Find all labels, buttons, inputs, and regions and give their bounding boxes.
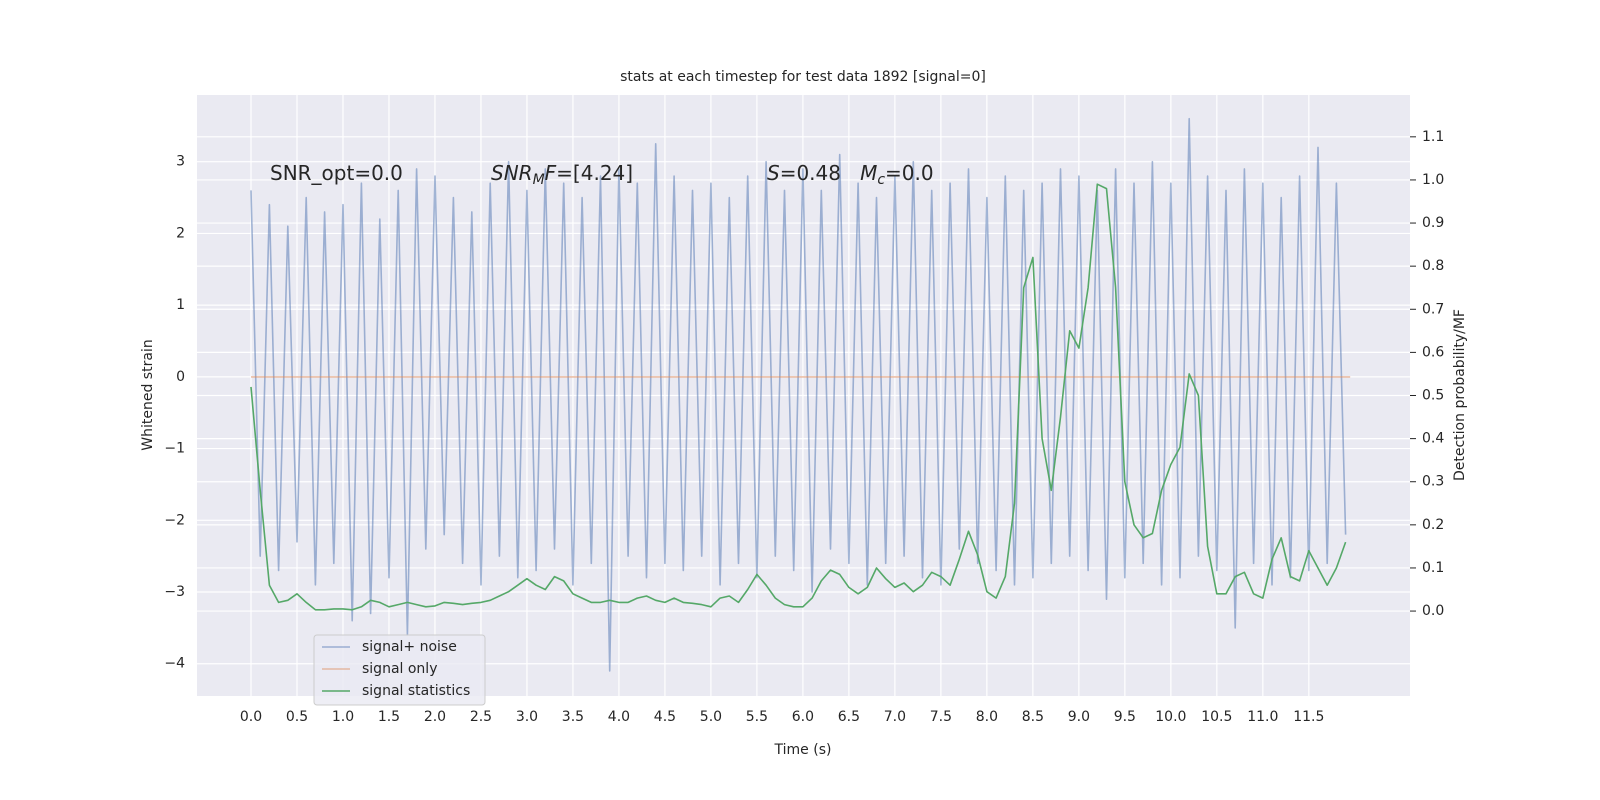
- y-tick-label: −4: [164, 656, 185, 672]
- x-tick-label: 11.5: [1293, 709, 1324, 725]
- annotation-part: M: [860, 161, 877, 185]
- annotation-part: SNR_opt=0.0: [270, 161, 403, 185]
- labels: 0.0 0.5 1.0 1.5 2.0 2.5 3.0 3.5 4.0 4.5 5.0 5.5 6.0 6…: [164, 129, 1444, 725]
- annotation-part: =0.48: [780, 161, 860, 185]
- x-tick-label: 3.0: [516, 709, 538, 725]
- x-tick-label: 4.5: [654, 709, 676, 725]
- x-tick-label: 2.5: [470, 709, 492, 725]
- x-tick-label: 0.5: [286, 709, 308, 725]
- y2-tick-label: 0.2: [1422, 517, 1444, 533]
- x-tick-label: 5.0: [700, 709, 722, 725]
- series-line: [250, 117, 1347, 672]
- annotation: S=0.48 Mc=0.0: [767, 161, 934, 188]
- series-line: [250, 183, 1347, 611]
- annotation-part: SNR: [491, 161, 533, 185]
- y2-tick-label: 0.4: [1422, 431, 1444, 447]
- legend-box: [313, 634, 486, 706]
- y2-tick-label: 0.1: [1422, 560, 1444, 576]
- x-tick-label: 8.5: [1022, 709, 1044, 725]
- x-tick-label: 7.5: [930, 709, 952, 725]
- y2-tick-label: 0.3: [1422, 474, 1444, 490]
- x-tick-label: 8.0: [976, 709, 998, 725]
- y2-tick-label: 0.7: [1422, 301, 1444, 317]
- x-tick-label: 1.0: [332, 709, 354, 725]
- legend-label: signal only: [362, 661, 437, 677]
- x-tick-label: 9.0: [1068, 709, 1090, 725]
- annotation-part: =0.0: [885, 161, 934, 185]
- annotation-part: M: [533, 172, 545, 188]
- x-tick-label: 5.5: [746, 709, 768, 725]
- y-axis-label: Whitened strain: [140, 339, 156, 450]
- y2-tick-label: 0.8: [1422, 258, 1444, 274]
- annotation-part: F: [545, 161, 557, 185]
- y-tick-label: 2: [176, 225, 185, 241]
- x-tick-label: 2.0: [424, 709, 446, 725]
- x-tick-label: 0.0: [240, 709, 262, 725]
- x-axis-label: Time (s): [774, 742, 832, 758]
- y2-tick-label: 0.0: [1422, 603, 1444, 619]
- y2-tick-label: 1.1: [1422, 129, 1444, 145]
- x-tick-label: 10.5: [1201, 709, 1232, 725]
- chart-title: stats at each timestep for test data 189…: [620, 69, 986, 85]
- y2-tick-label: 0.5: [1422, 388, 1444, 404]
- y-tick-label: −1: [164, 441, 185, 457]
- x-tick-label: 3.5: [562, 709, 584, 725]
- y-tick-label: 1: [176, 297, 185, 313]
- y-tick-label: 3: [176, 154, 185, 170]
- y-tick-label: 0: [176, 369, 185, 385]
- x-tick-label: 9.5: [1114, 709, 1136, 725]
- annotation: SNRMF=[4.24]: [491, 161, 633, 188]
- annotation: SNR_opt=0.0: [270, 161, 403, 185]
- x-tick-label: 11.0: [1247, 709, 1278, 725]
- y2-tick-label: 1.0: [1422, 172, 1444, 188]
- legend: signal+ noise signal only signal statistic…: [313, 634, 486, 706]
- y2-axis-label: Detection probability/MF: [1452, 309, 1468, 481]
- y-tick-label: −2: [164, 512, 185, 528]
- legend-label: signal+ noise: [362, 639, 457, 655]
- y2-tick-label: 0.9: [1422, 215, 1444, 231]
- annotation-part: c: [877, 172, 885, 188]
- annotation-part: =[4.24]: [556, 161, 633, 185]
- x-tick-label: 7.0: [884, 709, 906, 725]
- x-tick-label: 6.0: [792, 709, 814, 725]
- legend-label: signal statistics: [362, 683, 470, 699]
- x-tick-label: 10.0: [1155, 709, 1186, 725]
- x-tick-label: 6.5: [838, 709, 860, 725]
- y-tick-label: −3: [164, 584, 185, 600]
- marks: [250, 117, 1351, 672]
- x-tick-label: 4.0: [608, 709, 630, 725]
- x-tick-label: 1.5: [378, 709, 400, 725]
- y2-tick-label: 0.6: [1422, 344, 1444, 360]
- annotation-part: S: [767, 161, 780, 185]
